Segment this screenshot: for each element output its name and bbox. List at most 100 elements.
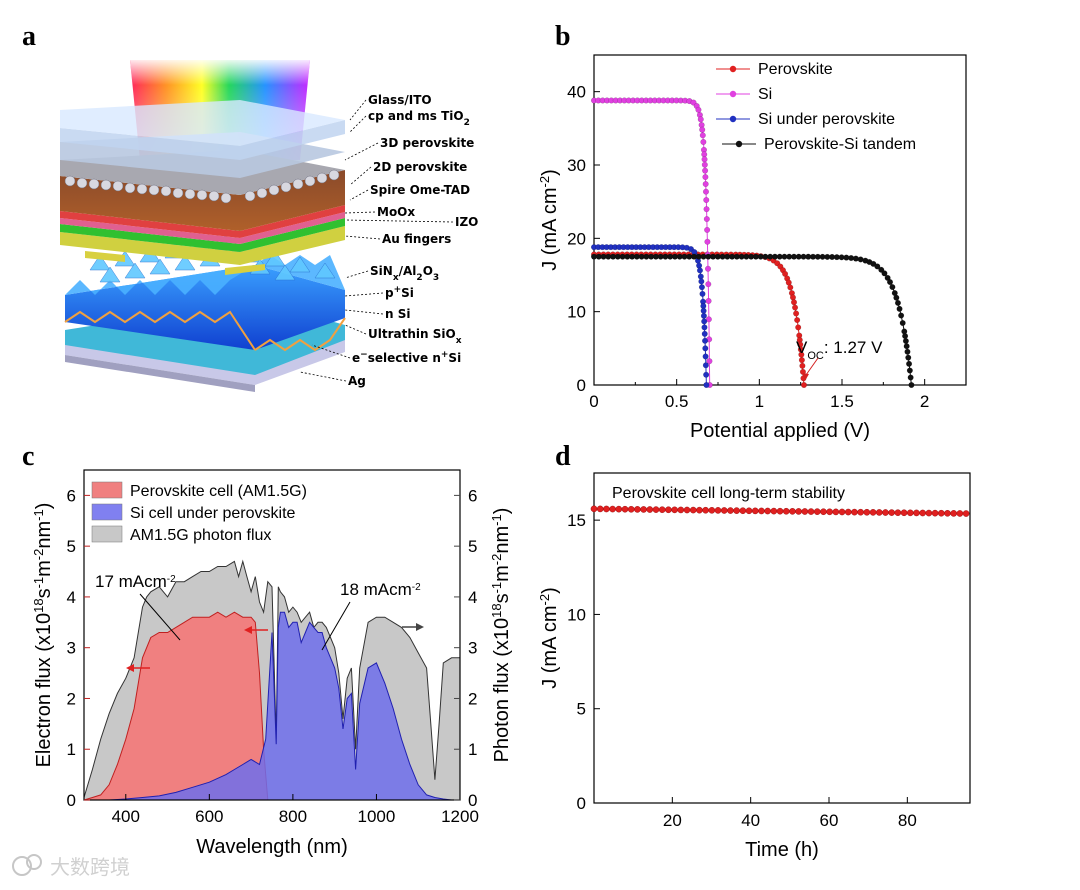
jv-point (699, 290, 706, 297)
jv-point (794, 317, 801, 324)
panel-label-b: b (555, 21, 571, 52)
x-axis-label: Wavelength (nm) (196, 836, 348, 858)
stability-point (826, 508, 833, 516)
leader-line (349, 189, 369, 201)
stability-point (851, 508, 858, 516)
x-tick-label: 60 (820, 811, 839, 830)
x-tick-label: 600 (195, 807, 223, 826)
y-axis-label: J (mA cm-2) (537, 587, 562, 689)
y-axis-label-close: ) (539, 169, 561, 176)
leader-line (344, 235, 381, 240)
y-tick-label: 10 (567, 303, 586, 322)
jv-point (701, 330, 708, 337)
y-axis-label: J (mA cm-2) (537, 169, 562, 271)
stability-point (956, 510, 964, 517)
layer-label-sub: x (393, 273, 399, 283)
stability-point (596, 505, 604, 513)
layer-label: 2D perovskite (373, 160, 467, 174)
leader-line (344, 292, 384, 297)
leader-line (344, 142, 379, 161)
stability-point (652, 506, 660, 513)
jv-point (702, 362, 709, 369)
stability-point (739, 507, 747, 515)
y-axis-label-sup: -2 (537, 594, 552, 606)
stability-point (925, 509, 933, 517)
plot-frame (83, 469, 461, 801)
plot-frame (593, 472, 971, 804)
panel-label-c: c (22, 441, 34, 472)
layer-label-sub: 3 (433, 273, 439, 283)
jv-point (704, 265, 711, 272)
layer-label: Spire Ome-TAD (370, 183, 470, 197)
annotation-perovskite: 17 mAcm-2 (95, 572, 176, 591)
panel-label-a: a (22, 21, 36, 52)
y-axis-label-right-sup: -1 (489, 582, 504, 594)
annotation-arrow (321, 601, 351, 651)
y-axis-label-close: ) (539, 587, 561, 594)
layer-label-sub: 2 (416, 273, 422, 283)
layer-label-rest: Si (448, 351, 461, 365)
annotation-sup: -2 (167, 574, 176, 585)
jv-point (705, 316, 712, 323)
y-tick-label-right: 5 (468, 537, 477, 556)
y-axis-label-right-part: ) (491, 508, 513, 515)
layer-label-text: p (385, 286, 394, 300)
layer-label-text: MoOx (377, 205, 415, 219)
y-tick-label-right: 6 (468, 486, 477, 505)
y-tick-label: 10 (567, 605, 586, 624)
jv-point (904, 348, 911, 355)
stability-point (603, 505, 610, 513)
stability-point (857, 508, 864, 516)
jv-point (798, 357, 805, 364)
leader-line (299, 371, 347, 382)
stability-point (807, 508, 815, 515)
annotation-si: 18 mAcm-2 (340, 580, 421, 599)
stability-point (621, 505, 629, 513)
y-tick-label-right: 0 (468, 791, 477, 810)
layer-label: Ultrathin SiOx (368, 327, 462, 346)
stability-point (844, 508, 852, 516)
jv-point (697, 273, 704, 280)
jv-point (701, 156, 708, 163)
layer-label-text: Ag (348, 374, 366, 388)
au-fingers-layer (60, 226, 345, 265)
leader-line (344, 219, 454, 223)
layer-label-sup: + (394, 285, 402, 295)
stability-point (615, 505, 623, 513)
layer-label-text: IZO (455, 215, 478, 229)
jv-point (887, 279, 894, 286)
stability-chart: 20 40 60 80 0 5 10 15 Time (h) J (mA cm-2) Perovsk… (537, 472, 971, 861)
layer-label-text: 2D perovskite (373, 160, 467, 174)
stability-point (888, 509, 895, 516)
stability-point (875, 509, 883, 516)
voc-arrow (805, 357, 819, 376)
stability-point (931, 509, 939, 517)
panel-label-d: d (555, 441, 571, 472)
leader-line (349, 99, 367, 121)
y-tick-label-left: 4 (67, 588, 76, 607)
jv-point (703, 371, 710, 378)
y-tick-label: 0 (577, 794, 586, 813)
plot-frame (593, 54, 967, 386)
n-si-layer (65, 265, 345, 350)
stability-point (646, 506, 654, 513)
y-axis-label-right-sup: -2 (489, 554, 504, 566)
layer-label-text: Glass/ITO (368, 93, 432, 107)
layer-label: Ag (348, 374, 366, 388)
chart-title: Perovskite cell long-term stability (612, 485, 845, 502)
stability-point (671, 506, 678, 514)
y-tick-label: 15 (567, 511, 586, 530)
y-tick-label: 20 (567, 229, 586, 248)
y-axis-label-left-part: nm (33, 521, 55, 549)
stability-point (906, 509, 914, 517)
jv-point (704, 238, 711, 245)
x-tick-label: 1 (755, 392, 764, 411)
stability-point (683, 506, 691, 514)
jv-point (874, 263, 881, 270)
voc-annotation-rest: : 1.27 V (824, 338, 883, 357)
leader-line (311, 344, 351, 359)
jv-point (902, 333, 909, 340)
